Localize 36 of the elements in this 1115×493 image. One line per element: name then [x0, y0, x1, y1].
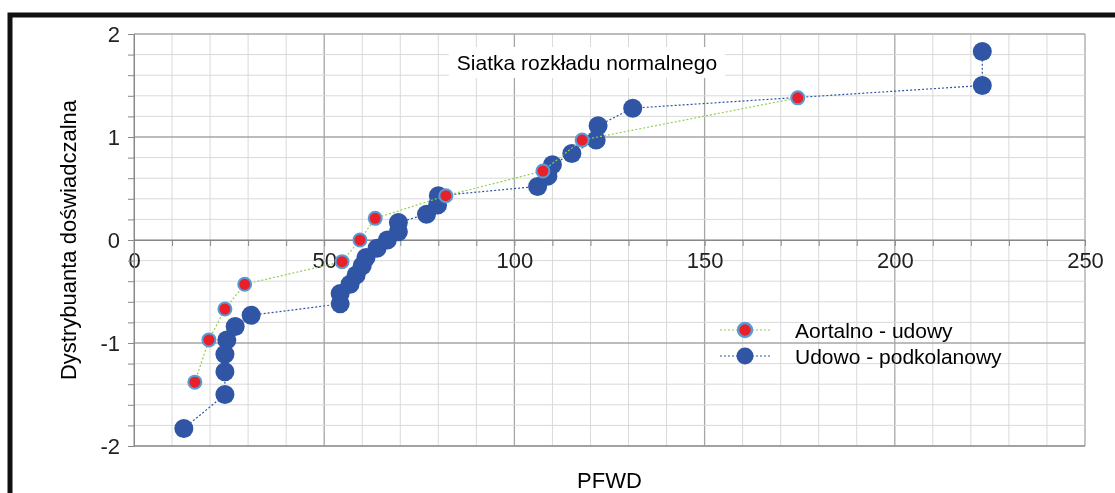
- y-tick-label: 2: [107, 21, 120, 47]
- point: [535, 163, 551, 179]
- point: [972, 76, 992, 95]
- y-tick-label: 1: [107, 124, 120, 150]
- point: [215, 385, 235, 404]
- point: [174, 418, 194, 438]
- point: [215, 362, 235, 382]
- point: [187, 374, 203, 390]
- point: [225, 317, 245, 337]
- x-tick-label: 100: [496, 247, 534, 273]
- point: [217, 330, 237, 350]
- point: [237, 276, 253, 292]
- point: [217, 301, 233, 317]
- y-tick-label: 0: [107, 227, 120, 253]
- point: [574, 132, 590, 148]
- point: [623, 98, 643, 118]
- y-tick-label: -1: [100, 330, 120, 356]
- legend-label: Aortalno - udowy: [795, 319, 954, 342]
- x-tick-label: 200: [876, 247, 914, 273]
- point: [438, 188, 454, 204]
- y-axis-title: Dystrybuanta doświadczalna: [56, 99, 81, 381]
- point: [972, 42, 992, 62]
- x-tick-label: 150: [686, 247, 724, 273]
- x-tick-label: 50: [312, 247, 337, 273]
- x-tick-label: 250: [1067, 247, 1104, 273]
- y-tick-label: -2: [100, 433, 120, 459]
- point: [201, 332, 217, 348]
- point: [241, 305, 261, 325]
- point: [367, 210, 383, 226]
- point: [352, 232, 368, 248]
- point: [562, 143, 582, 163]
- point: [588, 116, 608, 136]
- text: Siatka rozkładu normalnego: [456, 51, 718, 74]
- x-axis-title: PFWD: [577, 468, 642, 493]
- point: [790, 90, 806, 106]
- legend-label: Udowo - podkolanowy: [795, 345, 1003, 368]
